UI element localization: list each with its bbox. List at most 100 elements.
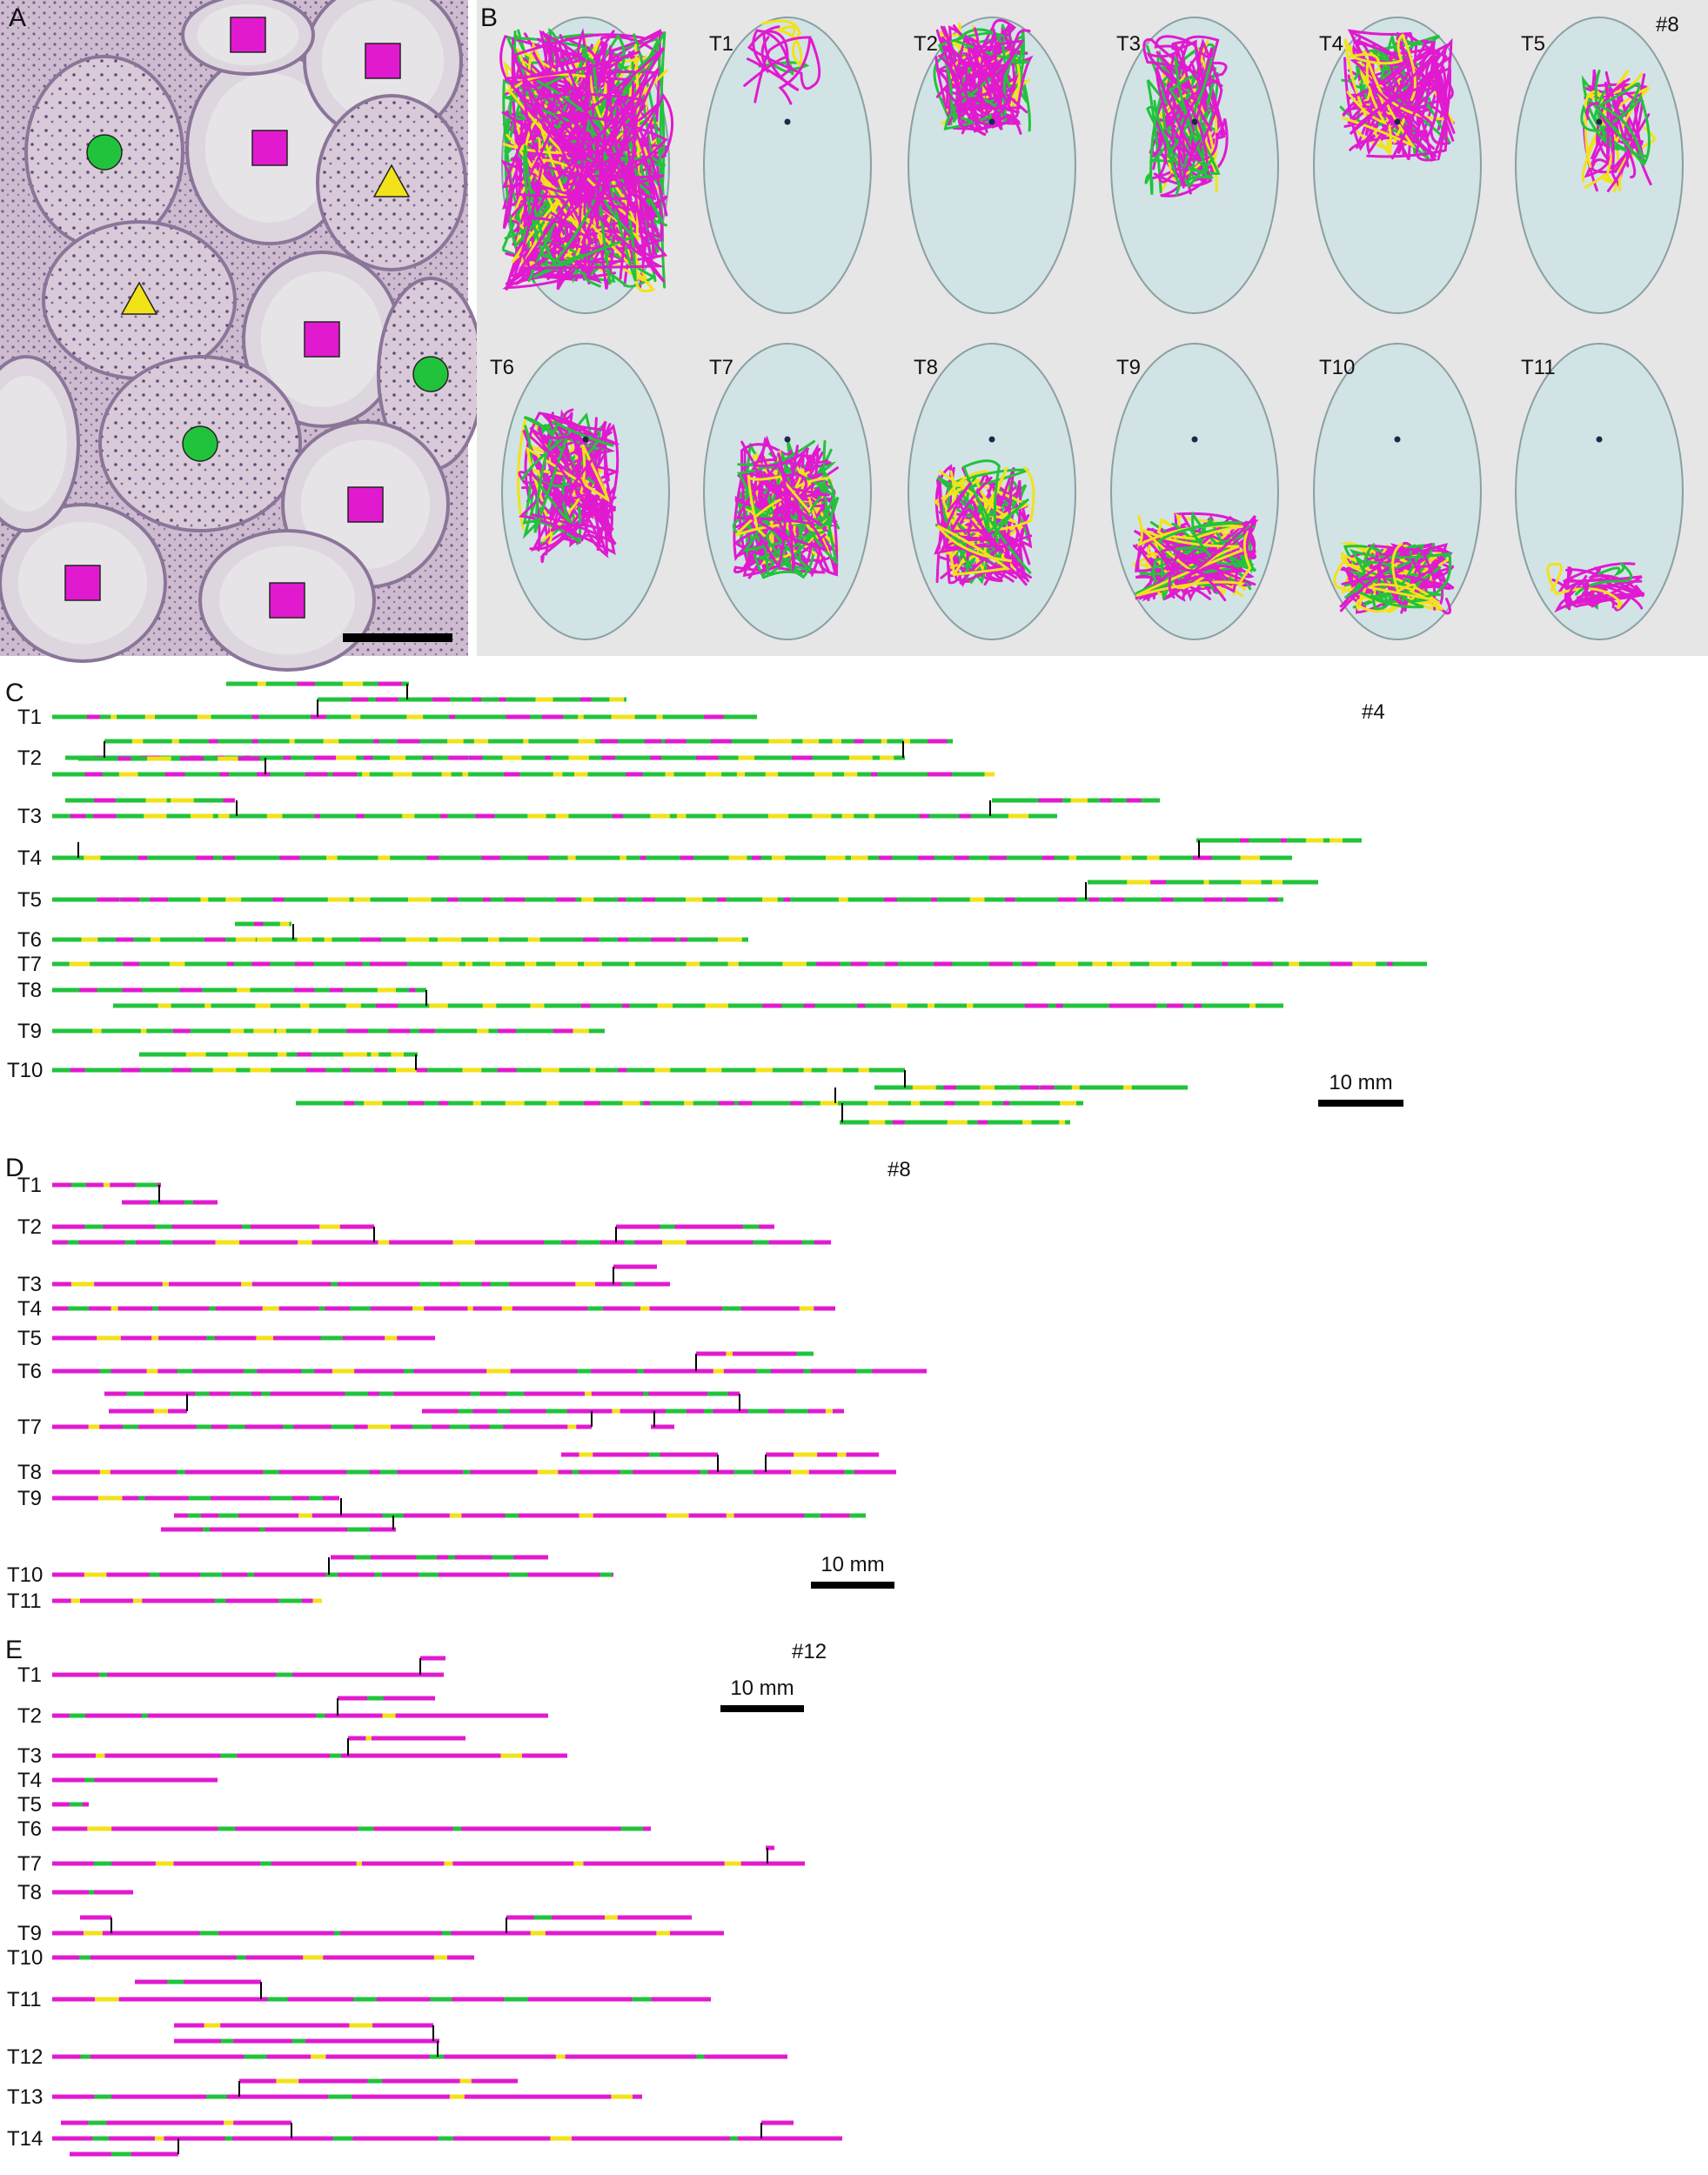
stage-segment: [703, 1409, 713, 1414]
stage-segment: [320, 1335, 343, 1341]
stage-segment: [177, 1469, 185, 1475]
stage-segment: [356, 1861, 362, 1866]
stage-segment: [416, 1067, 427, 1073]
stage-segment: [553, 772, 563, 777]
row-label: T12: [7, 2045, 43, 2069]
stage-segment: [93, 1861, 112, 1866]
stage-segment: [841, 813, 854, 819]
stage-segment: [1120, 855, 1132, 860]
stage-segment: [612, 1409, 620, 1414]
stage-segment: [84, 1224, 104, 1229]
row-label: T8: [17, 1881, 42, 1904]
tubule-trace: [764, 445, 830, 518]
stage-segment: [928, 739, 948, 744]
tubule-segment: [613, 1264, 657, 1269]
tubule-segment: [766, 1845, 774, 1850]
rete-point: [582, 436, 589, 443]
stage-segment: [885, 961, 898, 967]
stage-segment: [150, 937, 161, 942]
stage-segment: [1059, 1120, 1065, 1125]
tubule-trace: [753, 446, 829, 499]
stage-segment: [283, 755, 291, 760]
tubule-trace: [1139, 511, 1248, 576]
stage-segment: [928, 772, 953, 777]
stage-segment: [452, 1826, 462, 1831]
stage-segment: [294, 961, 314, 967]
stage-segment: [311, 2054, 326, 2059]
rete-point: [1596, 436, 1603, 443]
stage-segment: [172, 1028, 191, 1034]
stage-segment: [1070, 798, 1088, 803]
stage-segment: [224, 2136, 233, 2141]
stage-segment: [257, 772, 271, 777]
tubule-trace: [1572, 566, 1643, 594]
stage-segment: [289, 739, 295, 744]
stage-segment: [206, 2094, 227, 2099]
specimen-label-b: #8: [1656, 13, 1679, 37]
stage-segment: [69, 1802, 83, 1807]
stage-segment: [406, 714, 424, 719]
stage-segment: [412, 1306, 425, 1311]
stage-segment: [439, 1101, 449, 1106]
stage-segment: [204, 2023, 221, 2028]
tubule-trace: [581, 44, 637, 285]
stage-segment: [783, 897, 791, 902]
stage-segment: [837, 1452, 847, 1457]
stage-segment: [131, 739, 144, 744]
tubule-trace: [1546, 562, 1624, 610]
tubule-segment: [135, 1979, 261, 1984]
stage-segment: [171, 1067, 191, 1073]
stage-segment: [728, 855, 747, 860]
stage-segment: [360, 937, 381, 942]
stage-segment: [333, 1931, 341, 1936]
stage-segment: [200, 1572, 223, 1577]
stage-segment: [742, 1224, 760, 1229]
tubule-segment: [80, 1915, 111, 1920]
tubule-segment: [174, 2023, 433, 2028]
tubule-trace: [537, 37, 615, 167]
stage-segment: [123, 961, 139, 967]
stage-segment: [733, 1469, 754, 1475]
rete-point: [784, 436, 791, 443]
stage-segment: [624, 1240, 635, 1245]
stage-segment: [297, 1052, 311, 1057]
stage-segment: [502, 755, 522, 760]
tubule-segment: [651, 1424, 674, 1429]
stage-segment: [686, 961, 700, 967]
tubule-trace: [1356, 560, 1424, 609]
stage-segment: [656, 714, 663, 719]
panel-label-c: C: [5, 679, 24, 707]
magenta-square-icon: [304, 321, 340, 358]
panel-b-background: [477, 0, 1708, 656]
stage-segment: [738, 1101, 753, 1106]
tubule-trace: [1368, 62, 1454, 141]
stage-segment: [388, 1028, 411, 1034]
stage-segment: [306, 1067, 326, 1073]
stage-segment: [377, 987, 396, 993]
tubule-segment: [52, 1028, 605, 1034]
stage-segment: [578, 714, 584, 719]
stage-segment: [171, 739, 179, 744]
tubule-segment: [52, 1282, 670, 1287]
stage-segment: [94, 798, 116, 803]
stage-segment: [767, 813, 788, 819]
stage-segment: [135, 1182, 158, 1188]
stage-segment: [250, 1067, 271, 1073]
stage-segment: [365, 1736, 372, 1741]
row-label: T3: [17, 1273, 42, 1296]
stage-segment: [412, 1424, 432, 1429]
tubule-segment: [122, 1200, 218, 1205]
stage-segment: [324, 937, 332, 942]
stage-segment: [218, 1826, 236, 1831]
stage-segment: [267, 1997, 288, 2002]
stage-segment: [318, 1306, 325, 1311]
magenta-square-icon: [347, 486, 384, 523]
stage-segment: [323, 739, 339, 744]
stage-segment: [881, 739, 887, 744]
tubule-trace: [529, 425, 573, 551]
rete-point: [1191, 436, 1198, 443]
tubule-segment: [104, 739, 953, 744]
stage-segment: [308, 1496, 323, 1501]
stage-segment: [903, 739, 910, 744]
stage-segment: [329, 987, 343, 993]
